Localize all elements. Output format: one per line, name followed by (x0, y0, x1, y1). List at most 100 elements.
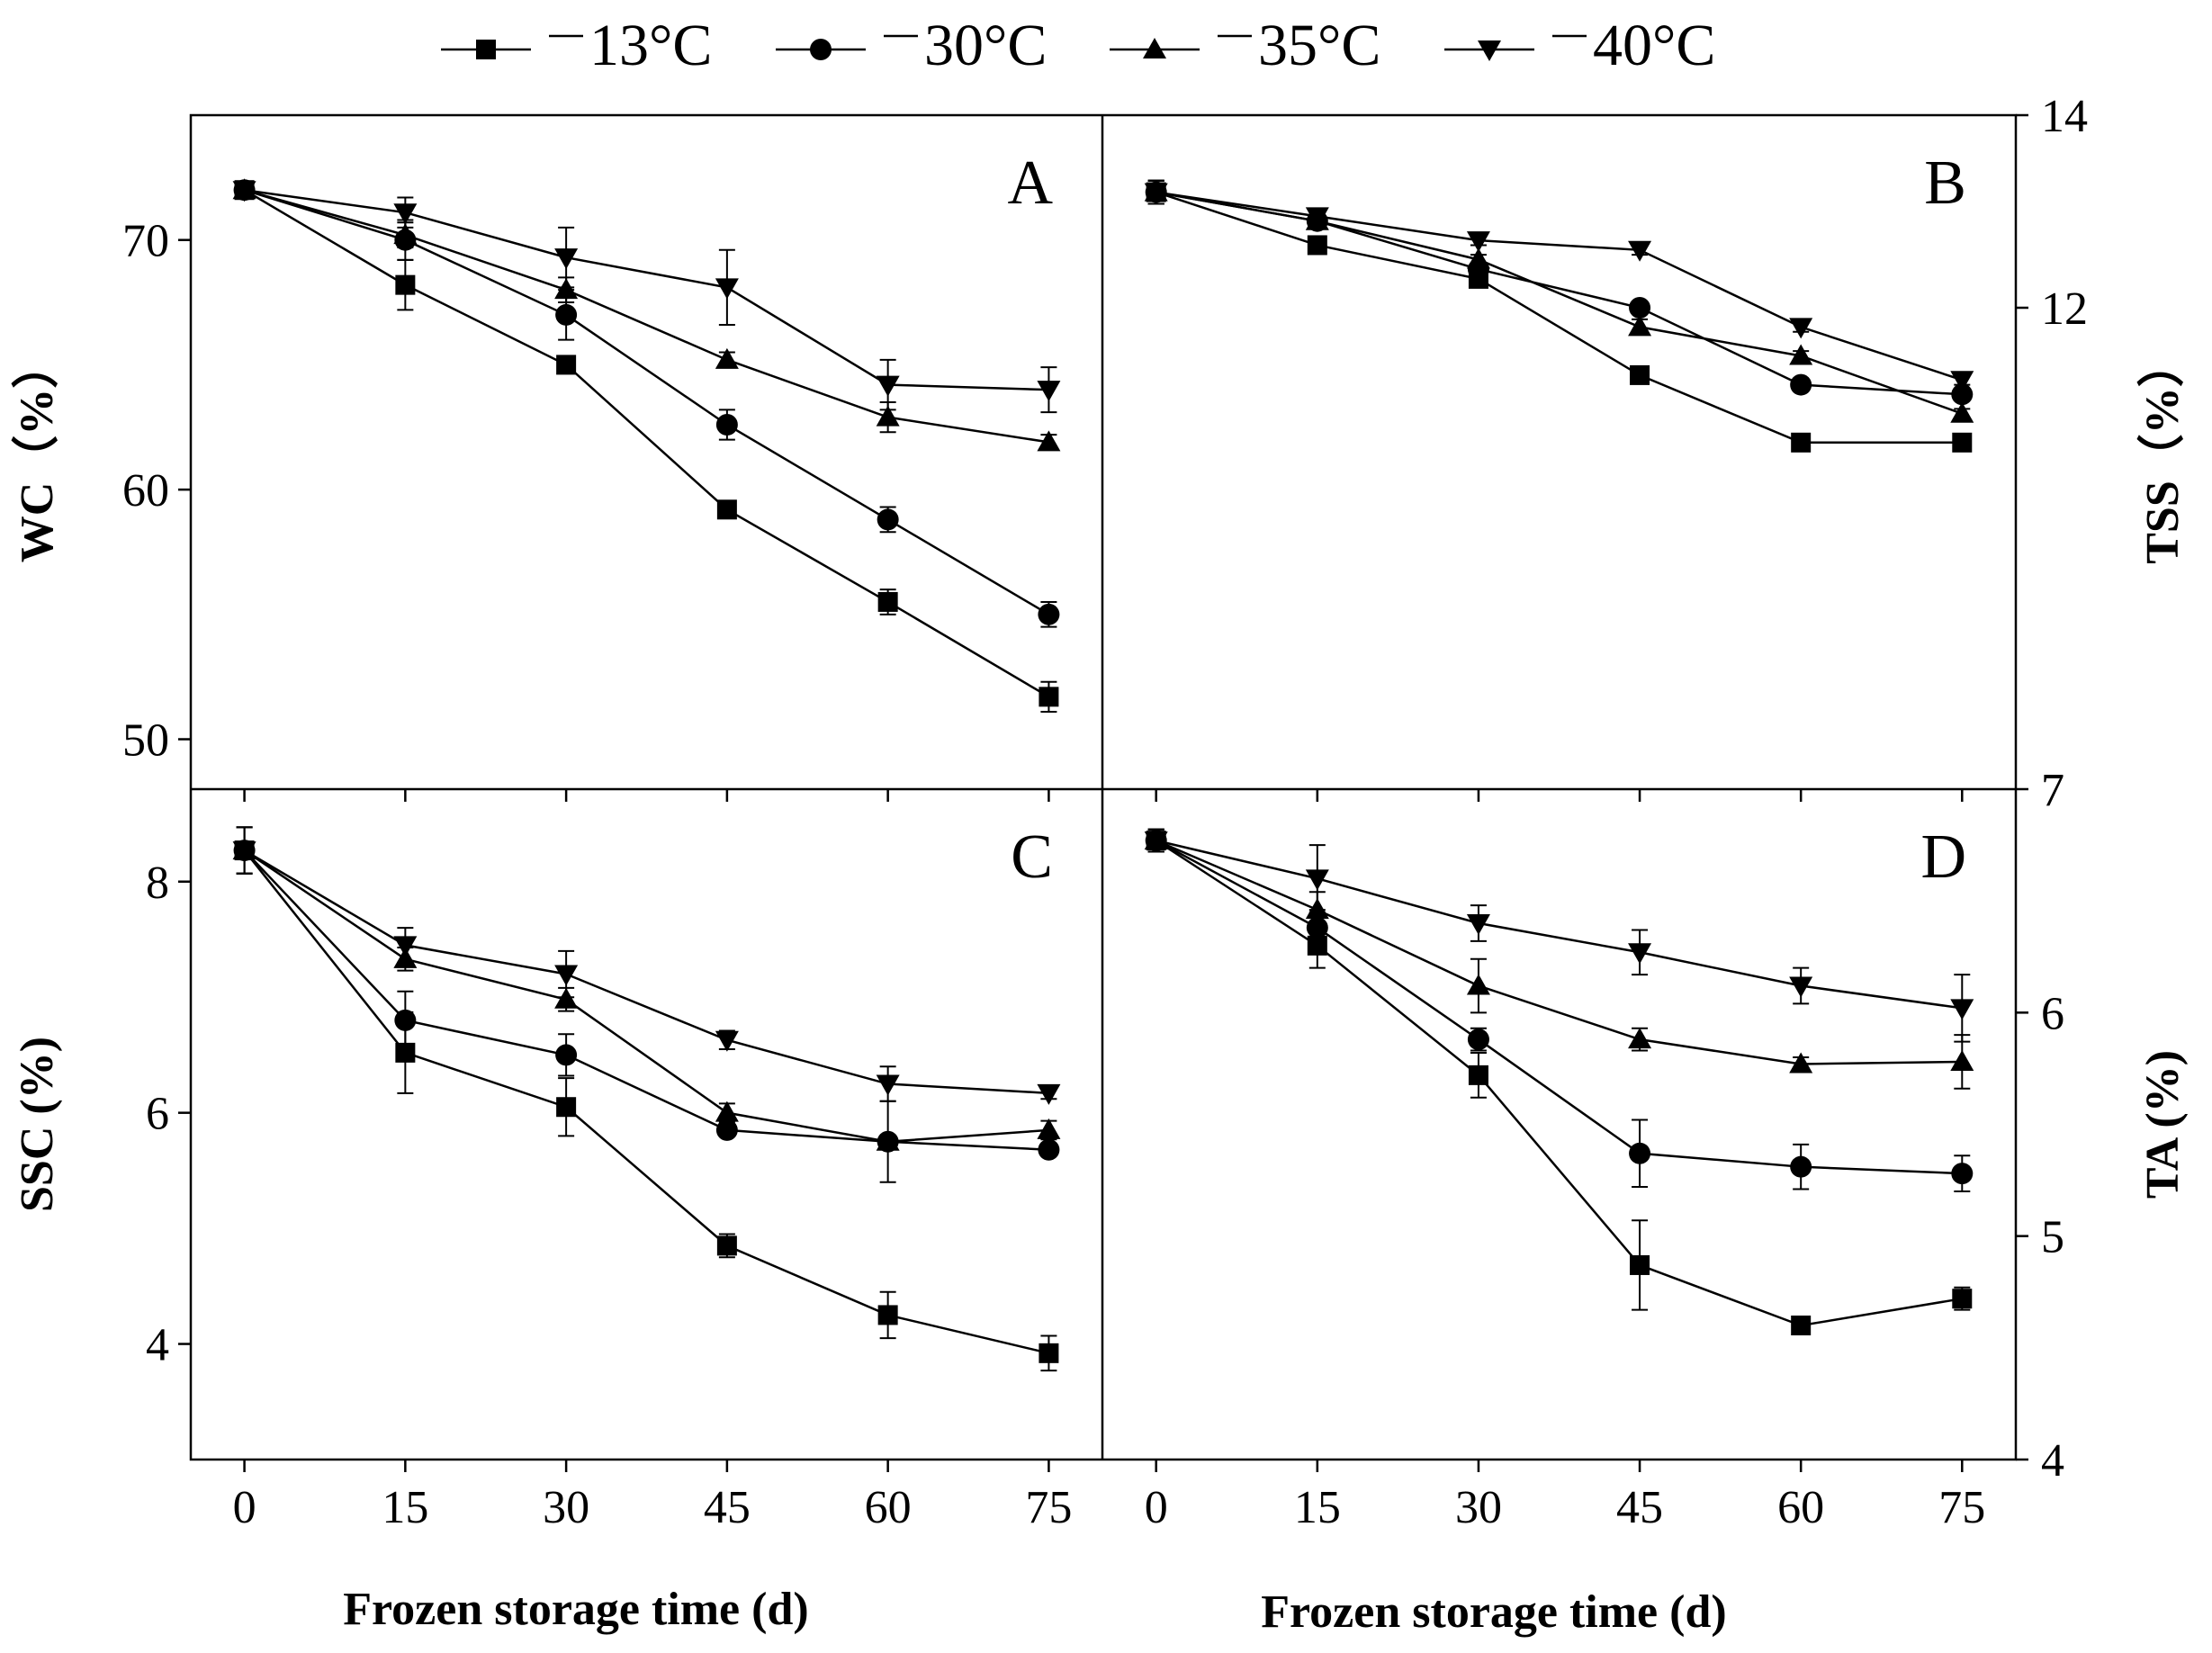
series-a-40c (232, 181, 1061, 414)
data-point (394, 1009, 417, 1031)
data-point (1037, 1118, 1061, 1139)
data-point (1307, 235, 1327, 256)
data-point (554, 987, 579, 1009)
data-point (1628, 240, 1652, 262)
data-point (1952, 1289, 1973, 1309)
x-axis-title-left: Frozen storage time (d) (343, 1584, 808, 1635)
series-line (1155, 191, 1963, 445)
y-tick-label: 6 (146, 1089, 169, 1140)
series-line (1155, 191, 1963, 382)
legend-label: 13°C (589, 13, 712, 78)
y-axis-label-a: WC（%） (11, 342, 63, 563)
y-tick-label: 8 (146, 858, 169, 909)
data-point (1468, 1065, 1488, 1085)
legend-item-35c: 35°C (1110, 13, 1380, 78)
data-point (1037, 381, 1061, 402)
x-tick-label: 0 (233, 1482, 256, 1533)
data-point (1789, 318, 1813, 339)
legend-marker (1143, 38, 1166, 58)
series-line (244, 189, 1050, 615)
series-d-30c (1145, 828, 1974, 1192)
data-point (1466, 974, 1490, 995)
data-point (715, 347, 739, 369)
legend-label: 40°C (1593, 13, 1715, 78)
series-line (1155, 840, 1963, 1175)
legend-marker (810, 39, 832, 60)
data-point (232, 181, 256, 202)
data-point (876, 375, 900, 397)
panel-letter-d: D (1920, 822, 1966, 892)
series-line (1155, 839, 1963, 1010)
series-b-35c (1144, 179, 1974, 423)
data-point (554, 248, 579, 270)
data-point (1466, 914, 1490, 935)
data-point (1789, 976, 1813, 998)
y-tick-label: 5 (2041, 1212, 2064, 1263)
x-tick-label: 0 (1145, 1482, 1168, 1533)
data-point (715, 1118, 738, 1141)
series-line (1155, 191, 1963, 415)
data-point (1466, 231, 1490, 253)
y-tick-label: 4 (146, 1320, 169, 1371)
series-line (243, 849, 1049, 1152)
y-tick-label: 4 (2041, 1435, 2064, 1487)
data-point (556, 1097, 577, 1118)
panel-letter-c: C (1011, 822, 1053, 892)
x-tick-label: 45 (1616, 1482, 1663, 1533)
data-point (1037, 1083, 1061, 1105)
x-tick-label: 75 (1938, 1482, 1985, 1533)
y-tick-label: 7 (2041, 765, 2064, 816)
series-c-13c (234, 826, 1059, 1372)
y-axis-label-b: TSS（%） (2136, 340, 2189, 564)
data-point (716, 1235, 737, 1256)
data-point (393, 203, 418, 225)
x-tick-label: 15 (382, 1482, 428, 1533)
series-d-40c (1144, 828, 1974, 1043)
data-point (1630, 364, 1650, 385)
panel-b: B 12 14 7 TSS（%） (1144, 91, 2189, 816)
y-axis-label-c: SSC (%) (12, 1037, 63, 1212)
series-c-30c (233, 826, 1060, 1161)
series-line (1155, 840, 1963, 1327)
series-a-35c (232, 178, 1061, 452)
panel-c: C 4 6 8 0 15 30 45 60 75 SSC (%) (12, 822, 1072, 1533)
data-point (1950, 371, 1974, 392)
data-point (1790, 1155, 1812, 1178)
legend-item-13c: 13°C (441, 13, 712, 78)
data-point (1630, 1254, 1650, 1275)
data-point (1467, 1029, 1489, 1051)
series-b-40c (1144, 179, 1974, 392)
x-tick-label: 45 (704, 1482, 751, 1533)
y-tick-label: 70 (122, 216, 169, 267)
data-point (556, 355, 577, 375)
data-point (1466, 247, 1490, 269)
data-point (1305, 207, 1329, 229)
data-point (1628, 315, 1652, 337)
x-tick-label: 60 (865, 1482, 912, 1533)
panel-a: A 50 60 70 WC（%） (11, 148, 1061, 802)
y-tick-label: 12 (2041, 283, 2088, 335)
legend-item-40c: 40°C (1444, 13, 1715, 78)
data-point (232, 841, 256, 863)
data-point (554, 965, 579, 986)
y-tick-label: 6 (2041, 988, 2064, 1039)
data-point (1039, 1343, 1059, 1363)
x-axis-titles: Frozen storage time (d) Frozen storage t… (343, 1584, 1726, 1638)
data-point (1791, 432, 1812, 453)
data-point (1950, 999, 1974, 1020)
series-a-30c (233, 179, 1060, 628)
plot-frame (189, 113, 2018, 1461)
series-line (243, 189, 1050, 698)
y-tick-label: 60 (122, 465, 169, 517)
y-tick-label: 7 (2041, 765, 2064, 816)
data-point (1952, 432, 1973, 453)
data-point (1628, 1028, 1652, 1049)
data-point (393, 223, 418, 245)
series-line (243, 849, 1049, 1144)
data-point (1305, 869, 1329, 891)
data-point (1628, 943, 1652, 965)
data-point (1950, 1049, 1974, 1071)
series-a-13c (234, 180, 1059, 714)
